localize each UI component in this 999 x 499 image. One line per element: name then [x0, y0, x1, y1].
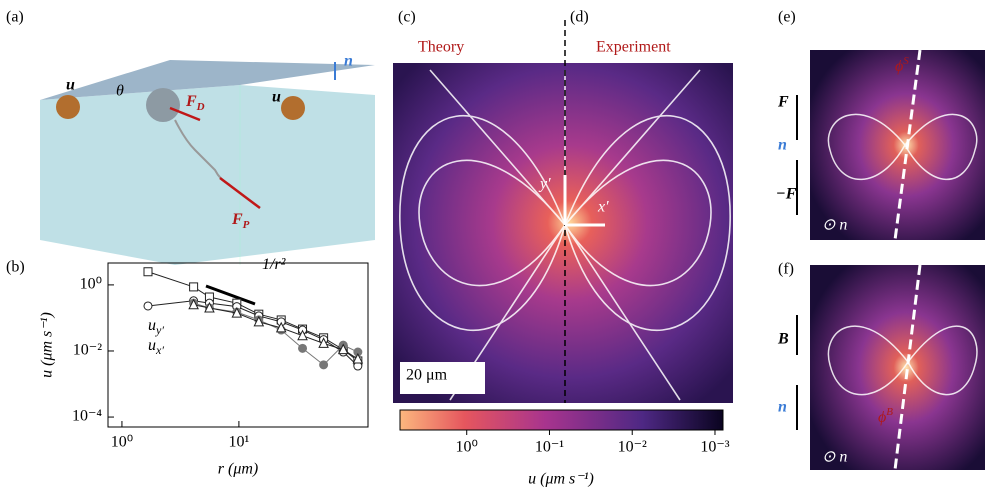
label: ϕ [895, 58, 903, 75]
label: B [777, 331, 789, 348]
label: ⊙ n [822, 217, 847, 234]
label: B [886, 406, 893, 418]
label: ϕ [878, 409, 886, 426]
point [337, 343, 349, 355]
streamlines [399, 69, 731, 401]
label: S [903, 55, 909, 67]
point [204, 301, 215, 313]
point [231, 306, 243, 318]
panel-label: (c) [398, 9, 416, 26]
x-tick-label: 10⁰ [111, 434, 133, 451]
panel-e: (e) F −F n ϕS ⊙ n [776, 9, 985, 241]
panel-label: (f) [778, 261, 794, 278]
label: Experiment [596, 39, 671, 56]
point [189, 282, 199, 292]
scale-bar-box [400, 362, 485, 394]
tick-label: 10⁻¹ [535, 439, 564, 456]
y-axis-label: u (μm s⁻¹) [39, 312, 56, 378]
point [318, 337, 329, 348]
label: n [778, 399, 787, 416]
colorbar [399, 409, 724, 431]
field-map [810, 265, 985, 470]
divider [893, 264, 922, 471]
label: θ [116, 83, 124, 100]
y-tick-label: 10⁰ [80, 276, 102, 293]
label: F [231, 211, 243, 228]
panel-label: (b) [6, 259, 25, 276]
panel-label: (a) [6, 9, 24, 26]
series-line [193, 304, 359, 360]
point [253, 315, 265, 327]
label: u [66, 77, 75, 94]
panel-b: (b) 10⁰ 10¹ 10⁰ 10⁻² 10⁻⁴ r (μm) u (μm s⁻¹) 1/r… [6, 256, 369, 478]
point [188, 298, 199, 310]
arrow [219, 177, 261, 209]
label: D [196, 101, 205, 113]
label: −F [776, 186, 797, 203]
point [352, 352, 364, 364]
annotation-text: 1/r² [262, 256, 287, 273]
scale-bar: 20 μm [406, 367, 448, 384]
label: ϕS [895, 55, 909, 75]
label: Theory [418, 39, 464, 56]
annotation-text: u [148, 317, 156, 334]
series-line [147, 300, 359, 367]
annotation-sub: y′ [155, 323, 164, 337]
x-tick-label: 10¹ [229, 434, 250, 451]
panel-cd: 20 μm (c) (d) Theory Experiment y′ x′ 10… [393, 9, 733, 488]
axes-frame [107, 262, 369, 428]
y-tick-label: 10⁻⁴ [72, 408, 102, 425]
series-line [147, 271, 359, 362]
point [298, 343, 308, 353]
label: ϕB [878, 406, 893, 426]
annotation: 1/r² [262, 256, 287, 273]
particle [281, 96, 305, 120]
point [143, 267, 153, 277]
tick-label: 10⁰ [456, 439, 478, 456]
label: FP [231, 211, 250, 231]
interface [40, 60, 375, 100]
tick-label: 10⁻² [618, 439, 647, 456]
point [275, 321, 287, 333]
arrow [169, 106, 201, 122]
y-tick-label: 10⁻² [73, 342, 102, 359]
panel-a: (a) u u θ n FD FP [6, 9, 375, 265]
point [319, 360, 329, 370]
label: F [777, 94, 789, 111]
panel-f: (f) B n ϕB ⊙ n [777, 261, 985, 471]
tick-label: 10⁻³ [700, 439, 729, 456]
label: n [344, 53, 353, 70]
colorbar-label: u (μm s⁻¹) [528, 471, 594, 488]
series-line [193, 302, 359, 366]
label: P [243, 219, 250, 231]
annotation-text: u [148, 337, 156, 354]
particle [146, 88, 180, 122]
particle [56, 95, 80, 119]
streamlines [827, 113, 978, 181]
slope-line [205, 284, 256, 306]
fluid-box [40, 85, 375, 265]
label: n [778, 137, 787, 154]
colorbar-axis: 10⁰ 10⁻¹ 10⁻² 10⁻³ [456, 430, 730, 456]
label: FD [185, 93, 205, 113]
annotation: ux′ [148, 337, 164, 357]
point [143, 301, 153, 311]
label: F [185, 93, 197, 110]
label: y′ [538, 176, 551, 193]
label: ⊙ n [822, 449, 847, 466]
field-map [810, 50, 985, 240]
x-axis-label: r (μm) [218, 461, 258, 478]
axes-arrows [563, 175, 605, 227]
label: u [272, 89, 281, 106]
label: x′ [597, 199, 609, 216]
panel-label: (d) [570, 9, 589, 26]
panel-label: (e) [778, 9, 796, 26]
streamlines [827, 325, 978, 396]
annotation-sub: x′ [155, 343, 164, 357]
point [297, 329, 308, 341]
divider [893, 49, 922, 241]
annotation: uy′ [148, 317, 164, 337]
